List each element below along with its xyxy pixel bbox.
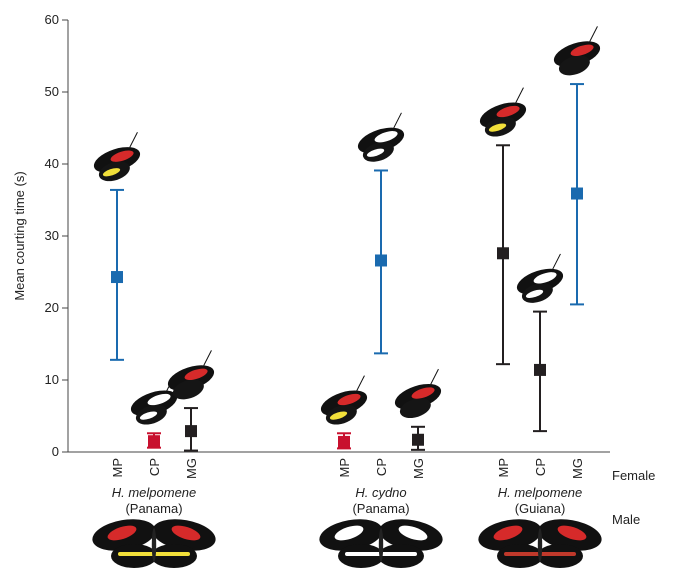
category-label: MP bbox=[110, 458, 125, 478]
y-tick-label: 0 bbox=[52, 444, 59, 459]
male-butterflies bbox=[92, 519, 602, 568]
male-white-butterfly bbox=[319, 519, 443, 568]
y-axis: 0 10 20 30 40 50 60 bbox=[45, 12, 610, 459]
category-label: CP bbox=[533, 458, 548, 476]
right-forewing-band bbox=[398, 525, 428, 541]
category-label: MP bbox=[496, 458, 511, 478]
male-red-yellow-butterfly bbox=[92, 519, 216, 568]
category-label: CP bbox=[147, 458, 162, 476]
red-yellow-butterfly bbox=[93, 132, 141, 182]
body bbox=[378, 528, 384, 562]
mean-marker bbox=[412, 433, 424, 446]
mean-marker bbox=[185, 425, 197, 438]
category-label: MG bbox=[411, 458, 426, 479]
region-label: (Panama) bbox=[352, 501, 409, 516]
data-point-mg bbox=[570, 83, 584, 306]
mean-marker bbox=[111, 271, 123, 284]
data-point-mp bbox=[496, 144, 510, 366]
y-tick-label: 60 bbox=[45, 12, 59, 27]
right-forewing-band bbox=[557, 525, 587, 541]
mean-marker bbox=[148, 435, 160, 448]
red-band-butterfly bbox=[167, 350, 215, 400]
species-label: H. melpomene bbox=[498, 485, 583, 500]
white-band-butterfly bbox=[516, 253, 564, 303]
mean-marker bbox=[571, 187, 583, 200]
data-point-mp bbox=[110, 188, 124, 361]
species-label: H. melpomene bbox=[112, 485, 197, 500]
y-tick-label: 30 bbox=[45, 228, 59, 243]
mean-marker bbox=[375, 254, 387, 267]
y-tick-label: 40 bbox=[45, 156, 59, 171]
body bbox=[151, 528, 157, 562]
red-yellow-butterfly bbox=[320, 375, 368, 425]
female-category-labels: MP CP MG MP CP MG MP CP MG bbox=[110, 458, 585, 479]
data-point-mg bbox=[184, 407, 198, 452]
left-forewing-band bbox=[493, 525, 523, 541]
red-yellow-butterfly bbox=[479, 87, 527, 137]
mean-marker bbox=[534, 363, 546, 376]
red-band-butterfly bbox=[394, 368, 442, 419]
left-forewing-band bbox=[107, 525, 137, 541]
data-point-mg bbox=[411, 425, 425, 451]
category-label: MG bbox=[570, 458, 585, 479]
data-point-cp bbox=[533, 310, 547, 433]
y-tick-label: 10 bbox=[45, 372, 59, 387]
white-band-butterfly bbox=[130, 375, 178, 425]
y-axis-label: Mean courting time (s) bbox=[12, 171, 27, 300]
data-point-mp bbox=[337, 432, 351, 450]
region-label: (Guiana) bbox=[515, 501, 566, 516]
category-label: MP bbox=[337, 458, 352, 478]
body bbox=[537, 528, 543, 562]
female-row-label: Female bbox=[612, 468, 655, 483]
white-band-butterfly bbox=[357, 112, 405, 162]
region-label: (Panama) bbox=[125, 501, 182, 516]
y-tick-label: 20 bbox=[45, 300, 59, 315]
category-label: CP bbox=[374, 458, 389, 476]
female-butterflies bbox=[93, 26, 601, 425]
data-point-cp bbox=[147, 432, 161, 449]
left-forewing-band bbox=[334, 525, 364, 541]
data-point-cp bbox=[374, 169, 388, 355]
male-row-label: Male bbox=[612, 512, 640, 527]
mean-marker bbox=[497, 247, 509, 260]
category-label: MG bbox=[184, 458, 199, 479]
y-tick-label: 50 bbox=[45, 84, 59, 99]
data-marks bbox=[110, 83, 584, 452]
male-red-band-butterfly bbox=[478, 519, 602, 568]
mean-marker bbox=[338, 435, 350, 448]
right-forewing-band bbox=[171, 525, 201, 541]
species-label: H. cydno bbox=[355, 485, 406, 500]
species-group-labels: H. melpomene(Panama)H. cydno(Panama)H. m… bbox=[112, 485, 583, 516]
red-band-butterfly bbox=[553, 26, 601, 76]
